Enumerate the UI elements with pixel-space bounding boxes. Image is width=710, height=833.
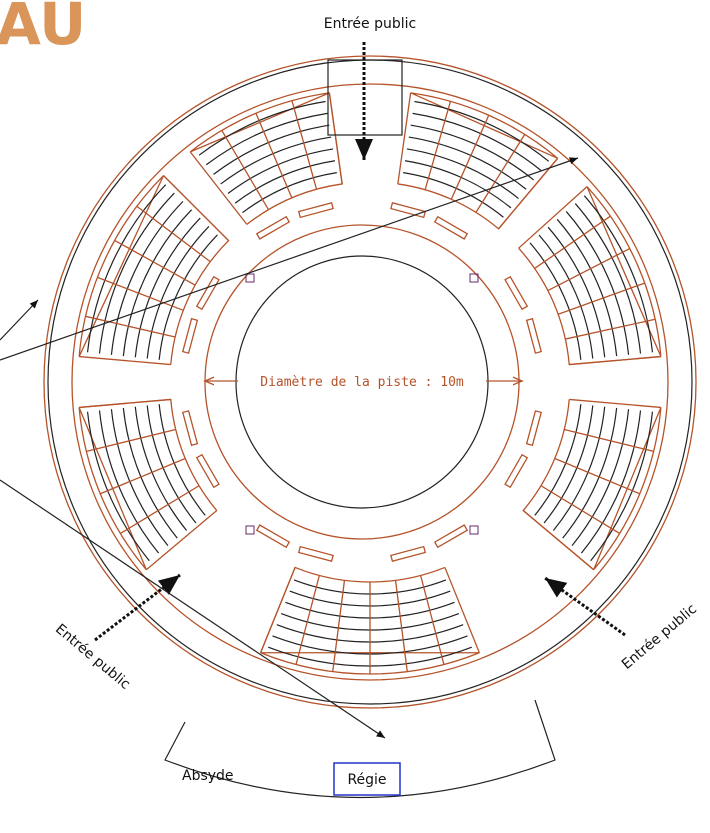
seat-row <box>134 217 201 358</box>
mast <box>469 273 479 283</box>
seat-divider <box>86 428 176 453</box>
seat-row <box>574 203 642 354</box>
seat-divider <box>565 318 656 340</box>
block-edge <box>397 92 412 185</box>
ring-bench <box>297 201 334 219</box>
ring-diameter-label: Diamètre de la piste : 10m <box>260 375 464 390</box>
seat-divider <box>332 580 346 672</box>
seat-divider <box>475 134 526 213</box>
seat-divider <box>450 114 490 200</box>
seat-row <box>98 192 175 354</box>
seat-divider <box>255 112 293 199</box>
seat-row <box>538 234 594 359</box>
block-edge <box>569 398 661 409</box>
seat-row <box>583 195 654 353</box>
entry-label: Entrée public <box>619 601 700 673</box>
ring-bench <box>195 453 220 489</box>
seat-divider <box>114 239 196 286</box>
ring-bench <box>433 215 469 240</box>
seat-row <box>110 200 184 355</box>
seat-block <box>518 186 662 366</box>
ring-bench <box>195 275 220 311</box>
ring-bench <box>181 317 199 354</box>
block-edge <box>79 398 171 409</box>
mast <box>245 525 255 535</box>
block-edge <box>79 355 171 366</box>
seat-row <box>529 242 582 360</box>
ring <box>235 255 489 509</box>
seat-divider <box>547 247 631 292</box>
seat-divider <box>394 580 408 672</box>
seat-divider <box>564 428 654 453</box>
aisle <box>71 83 669 681</box>
block-edge <box>189 151 248 225</box>
outer-wall <box>43 55 697 709</box>
seat-block <box>78 175 230 365</box>
block-edge <box>163 175 230 242</box>
page-title-fragment: AU <box>0 0 86 58</box>
block-edge <box>522 510 595 571</box>
seat-divider <box>424 101 452 190</box>
seat-row <box>158 234 218 360</box>
seat-divider <box>291 100 318 190</box>
seat-divider <box>540 485 620 535</box>
seat-divider <box>97 276 184 311</box>
seat-row <box>565 211 630 355</box>
pointer-line <box>0 299 39 341</box>
seat-row <box>146 225 210 359</box>
pointer-line <box>0 479 386 739</box>
apse <box>164 699 556 799</box>
seat-block <box>397 92 559 230</box>
ring-bench <box>181 410 199 447</box>
ring-bench <box>433 524 469 549</box>
label-bg <box>238 372 486 390</box>
seat-row <box>547 226 606 358</box>
block-edge <box>328 92 343 185</box>
block-edge <box>498 157 559 230</box>
block-edge <box>260 567 296 653</box>
seat-divider <box>136 205 211 263</box>
mast <box>469 525 479 535</box>
ring-bench <box>525 410 543 447</box>
ring-bench <box>297 545 334 563</box>
seat-row <box>86 184 167 353</box>
entry-label: Entrée public <box>52 621 133 693</box>
block-edge <box>444 567 480 653</box>
seat-divider <box>99 457 186 495</box>
seat-divider <box>554 457 641 495</box>
seat-block <box>522 399 662 571</box>
block-edge <box>569 355 661 366</box>
seat-block <box>78 398 218 571</box>
ring-bench <box>504 453 529 489</box>
seat-divider <box>534 215 611 269</box>
seat-divider <box>120 485 200 535</box>
ring-bench <box>390 201 427 219</box>
seat-divider <box>420 575 445 665</box>
ring-bench <box>255 524 291 549</box>
control-booth-label: Régie <box>347 772 386 788</box>
entry-label: Entrée public <box>324 16 416 32</box>
entrance-arrow <box>544 576 626 637</box>
seat-divider <box>557 282 645 315</box>
block-edge <box>145 510 218 571</box>
block-edge <box>518 186 588 249</box>
ring-bench <box>504 275 529 311</box>
mast <box>245 273 255 283</box>
seat-block <box>260 566 480 675</box>
seat-row <box>122 209 193 357</box>
plan-drawing <box>43 55 697 709</box>
ring-bench <box>390 545 427 563</box>
apse-label: Absyde <box>182 768 234 784</box>
pointer-line <box>0 157 579 361</box>
ring-bench <box>255 215 291 240</box>
entrance-arrow <box>94 573 181 642</box>
ring-bench <box>525 317 543 354</box>
seat-row <box>556 218 618 357</box>
seat-divider <box>85 315 176 338</box>
seat-divider <box>295 575 320 665</box>
control-booth-box <box>333 762 401 796</box>
seat-divider <box>221 130 270 211</box>
